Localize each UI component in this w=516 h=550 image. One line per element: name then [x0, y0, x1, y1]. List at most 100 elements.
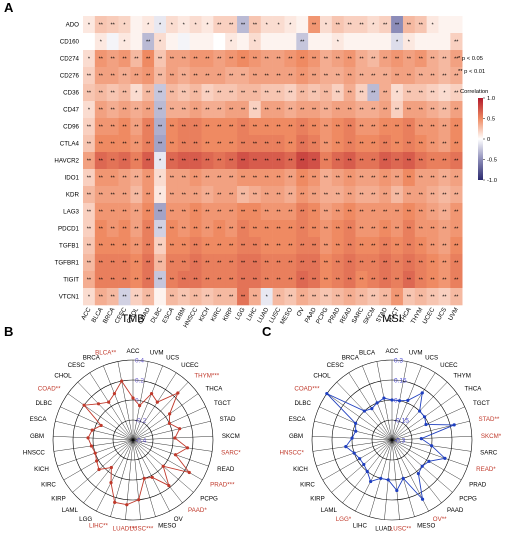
heatmap-cell [94, 271, 107, 289]
significance-star: ** [359, 125, 364, 131]
heatmap-cell [201, 135, 214, 153]
significance-star: * [147, 23, 150, 29]
significance-star: ** [324, 159, 329, 165]
heatmap-cell [308, 16, 321, 34]
significance-star: ** [110, 74, 115, 80]
heatmap-cell [237, 50, 250, 68]
radar-category-label: THYM [453, 373, 471, 380]
heatmap-cell [118, 135, 131, 153]
significance-star: ** [134, 193, 139, 199]
radar-category-label: PRAD [469, 482, 487, 489]
significance-star: ** [134, 57, 139, 63]
significance-star: ** [276, 74, 281, 80]
heatmap-cell [248, 169, 262, 187]
significance-star: ** [454, 142, 459, 148]
significance-star: ** [205, 261, 210, 267]
significance-star: ** [146, 91, 151, 97]
heatmap-cell [177, 220, 190, 238]
significance-star: ** [134, 227, 139, 233]
heatmap-cell [213, 101, 226, 119]
radar-data-point [406, 398, 410, 402]
heatmap-cell [438, 237, 451, 255]
significance-star: ** [170, 210, 175, 216]
heatmap-cell [272, 50, 285, 68]
row-label: CD36 [63, 90, 79, 97]
radar-data-point [354, 421, 358, 425]
significance-star: ** [134, 142, 139, 148]
radar-category-label: LUAD [375, 526, 392, 533]
significance-star: ** [253, 210, 258, 216]
radar-data-point [173, 453, 178, 457]
significance-star: ** [217, 142, 222, 148]
significance-star: ** [182, 193, 187, 199]
radar-data-point [86, 436, 90, 440]
radar-spoke [391, 435, 472, 441]
row-label: CD47 [63, 107, 79, 114]
heatmap-cell [450, 237, 463, 255]
heatmap-cell [237, 254, 250, 272]
heatmap-cell [343, 118, 356, 136]
heatmap-cell [237, 33, 250, 51]
significance-star: ** [300, 108, 305, 114]
significance-star: ** [395, 278, 400, 284]
radar-category-label: LUSC** [390, 526, 412, 533]
significance-star: ** [383, 261, 388, 267]
heatmap-cell [83, 271, 96, 289]
heatmap-cell [296, 220, 309, 238]
significance-star: * [325, 23, 328, 29]
heatmap-cell [201, 288, 214, 306]
significance-star: * [337, 40, 340, 46]
heatmap-cell [260, 152, 273, 170]
radar-spoke [132, 381, 189, 441]
significance-star: ** [371, 91, 376, 97]
heatmap-cell [260, 67, 273, 85]
significance-star: ** [383, 244, 388, 250]
heatmap-cell [248, 152, 262, 170]
radar-spoke [132, 439, 141, 520]
column-label: OV [295, 306, 306, 318]
heatmap-cell [438, 135, 451, 153]
radar-spoke [117, 361, 134, 441]
heatmap-cell [154, 203, 167, 221]
significance-star: ** [253, 261, 258, 267]
heatmap-cell [308, 50, 321, 68]
radar-category-label: CESC [327, 362, 345, 369]
significance-star: ** [454, 159, 459, 165]
heatmap-cell [248, 254, 262, 272]
heatmap-cell [189, 237, 202, 255]
significance-star: ** [122, 74, 127, 80]
heatmap-cell [438, 271, 451, 289]
heatmap-cell [367, 50, 380, 68]
heatmap-cell [284, 33, 297, 51]
significance-star: ** [182, 159, 187, 165]
heatmap-cell [225, 50, 238, 68]
heatmap-cell [414, 50, 427, 68]
heatmap-cell [402, 84, 416, 102]
significance-star: ** [430, 108, 435, 114]
heatmap-cell [260, 169, 273, 187]
heatmap-cell [367, 169, 380, 187]
radar-spoke [60, 406, 134, 441]
significance-star: ** [229, 125, 234, 131]
heatmap-cell [343, 237, 356, 255]
significance-star: ** [324, 261, 329, 267]
heatmap-cell [94, 118, 107, 136]
radar-data-point [138, 404, 142, 408]
significance-star: ** [336, 74, 341, 80]
heatmap-cell [201, 254, 214, 272]
significance-star: ** [300, 125, 305, 131]
heatmap-cell [308, 288, 321, 306]
heatmap-cell [355, 101, 368, 119]
significance-star: ** [430, 210, 435, 216]
heatmap-cell [355, 118, 368, 136]
column-label: MESO [279, 306, 294, 325]
significance-star: ** [407, 125, 412, 131]
significance-star: ** [454, 193, 459, 199]
significance-star: ** [265, 176, 270, 182]
significance-star: ** [217, 295, 222, 301]
heatmap-cell [201, 84, 214, 102]
significance-star: ** [407, 91, 412, 97]
significance-star: ** [229, 193, 234, 199]
